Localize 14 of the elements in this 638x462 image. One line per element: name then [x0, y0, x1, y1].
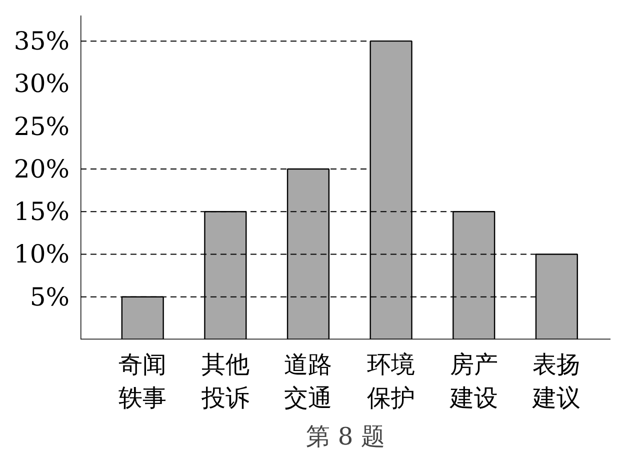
y-tick-label: 30% [14, 69, 70, 98]
x-tick-label: 其他投诉 [200, 350, 250, 412]
x-tick-label: 房产建设 [448, 350, 498, 412]
text: 第 8 题 [306, 422, 385, 450]
x-tick-label: 表扬建议 [532, 350, 581, 412]
x-tick-label: 环境保护 [367, 350, 416, 412]
y-tick-label: 5% [30, 282, 70, 312]
y-tick-label: 20% [14, 154, 70, 184]
x-tick-label: 奇闻轶事 [118, 350, 167, 412]
y-tick-label: 15% [14, 197, 70, 226]
y-tick-label: 35% [14, 26, 70, 56]
x-tick-label: 道路交通 [284, 350, 332, 412]
y-tick-label: 10% [14, 240, 70, 269]
y-tick-label: 25% [14, 112, 70, 141]
